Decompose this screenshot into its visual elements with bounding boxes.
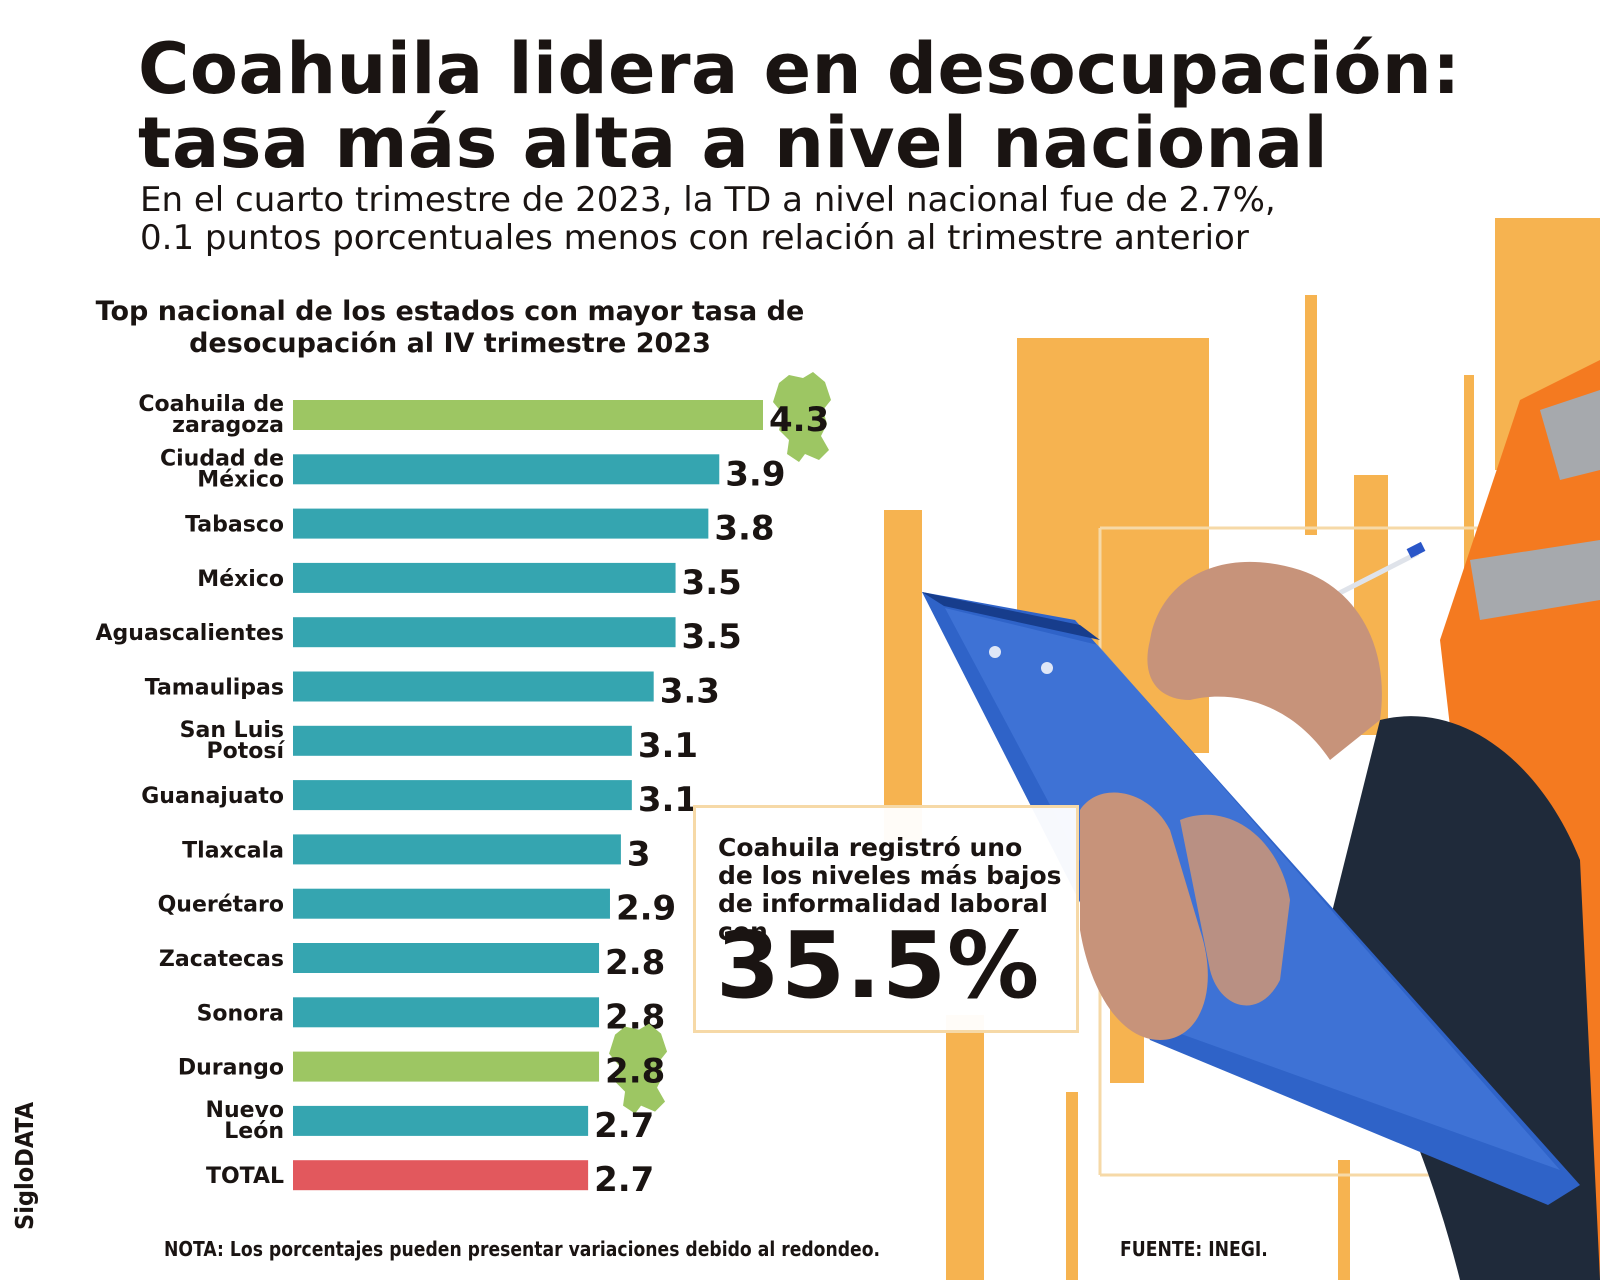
bar — [293, 997, 600, 1028]
bar — [293, 617, 676, 648]
category-label: México — [197, 567, 284, 592]
value-label: 3.5 — [682, 563, 742, 603]
value-label: 3 — [627, 834, 651, 874]
value-label: 3.3 — [660, 672, 720, 712]
category-label: Coahuila de — [138, 392, 284, 417]
bar — [293, 508, 709, 539]
category-label: Sonora — [197, 1001, 284, 1026]
category-label: San Luis — [180, 718, 284, 743]
subtitle-line-2: 0.1 puntos porcentuales menos con relaci… — [140, 218, 1249, 258]
value-label: 2.7 — [594, 1106, 654, 1146]
category-label: León — [224, 1119, 284, 1144]
bar — [293, 400, 763, 430]
value-label: 2.8 — [605, 943, 665, 983]
value-label: 2.7 — [594, 1160, 654, 1200]
chart-title: Top nacional de los estados con mayor ta… — [95, 296, 805, 359]
category-label: Aguascalientes — [96, 621, 284, 646]
category-label: Potosí — [206, 739, 285, 764]
category-label: TOTAL — [206, 1164, 284, 1189]
bar — [293, 888, 610, 919]
orange-decor-bars — [884, 218, 1600, 1280]
callout-text: Coahuila registró uno de los niveles más… — [718, 833, 1062, 946]
bar — [293, 454, 720, 485]
bar — [293, 1051, 600, 1082]
category-label: zaragoza — [172, 413, 284, 438]
footnote: NOTA: Los porcentajes pueden presentar v… — [164, 1237, 881, 1261]
bar — [293, 943, 600, 973]
bar — [293, 1105, 589, 1136]
bar — [293, 834, 621, 865]
category-label: Durango — [178, 1056, 284, 1081]
value-label: 3.9 — [725, 454, 785, 494]
category-label: Querétaro — [158, 893, 284, 918]
page-title-line-1: Coahuila lidera en desocupación: — [138, 28, 1461, 110]
value-label: 4.3 — [769, 400, 829, 440]
bar — [293, 562, 676, 593]
source-note: FUENTE: INEGI. — [1120, 1237, 1268, 1261]
informality-callout: Coahuila registró uno de los niveles más… — [693, 805, 1079, 1033]
bar — [293, 725, 632, 756]
brand-logo-text: SigloDATA — [10, 1101, 39, 1230]
page-title-line-2: tasa más alta a nivel nacional — [138, 102, 1329, 184]
bar — [293, 1160, 589, 1191]
value-label: 3.8 — [714, 509, 774, 549]
value-label: 2.8 — [605, 1052, 665, 1092]
worker-hand-icon — [1080, 561, 1382, 1040]
bar — [293, 671, 654, 702]
subtitle-line-1: En el cuarto trimestre de 2023, la TD a … — [140, 180, 1276, 220]
category-label: México — [197, 467, 284, 492]
category-label: Tabasco — [185, 513, 284, 538]
category-label: Guanajuato — [141, 784, 284, 809]
callout-value: 35.5% — [716, 912, 1041, 1019]
state-map-icon — [773, 372, 831, 462]
value-label: 2.9 — [616, 889, 676, 929]
category-label: Ciudad de — [160, 446, 284, 471]
value-label: 3.5 — [682, 617, 742, 657]
category-label: Zacatecas — [159, 947, 284, 972]
category-label: Tamaulipas — [145, 676, 284, 701]
bar — [293, 780, 632, 811]
state-map-icon — [609, 1023, 668, 1114]
value-label: 3.1 — [638, 780, 698, 820]
category-label: Tlaxcala — [182, 838, 284, 863]
category-label: Nuevo — [206, 1098, 284, 1123]
value-label: 3.1 — [638, 726, 698, 766]
